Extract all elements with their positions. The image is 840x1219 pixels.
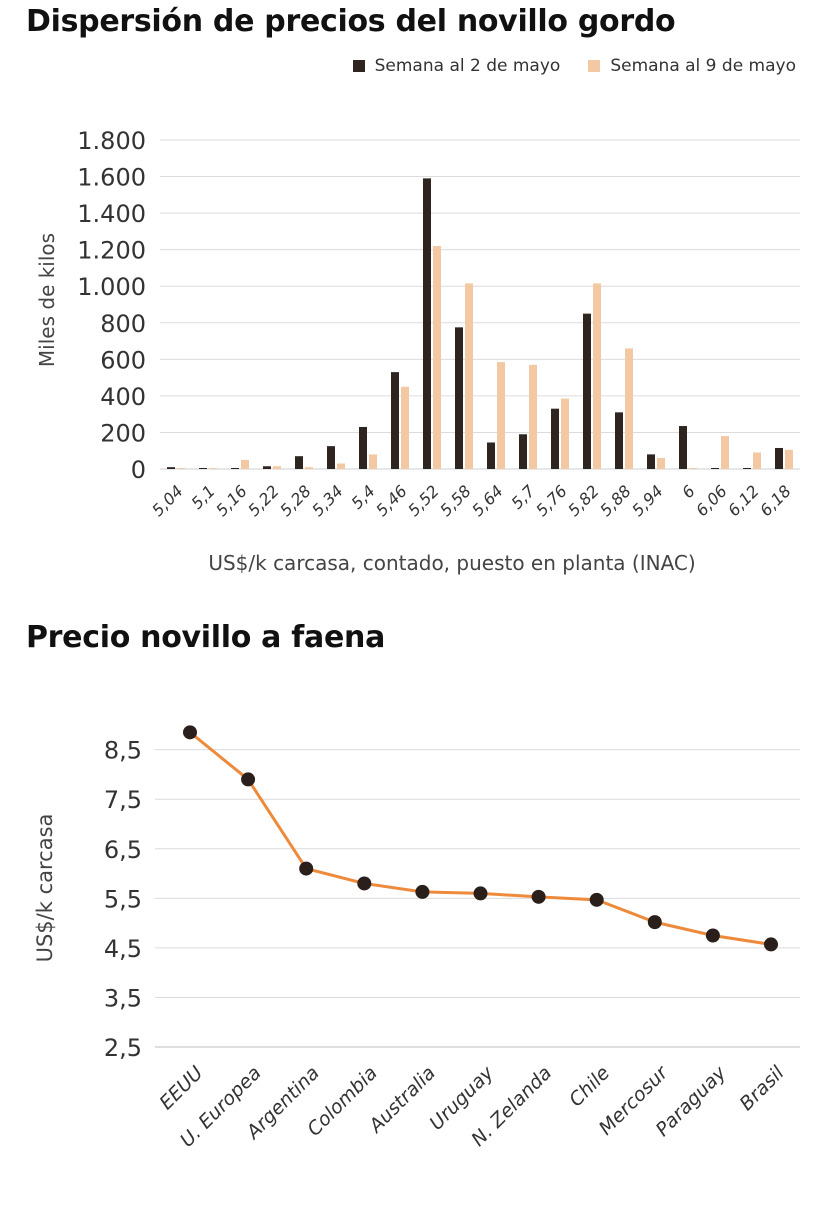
bar-chart: 02004006008001.0001.2001.4001.6001.8005,… [35,127,800,575]
bar-series1 [327,446,335,469]
bar-series2 [529,364,537,469]
y-tick-label: 1.000 [77,273,146,301]
y-axis-label: US$/k carcasa [33,814,57,963]
data-point [705,928,720,943]
x-tick-label: Brasil [736,1061,790,1115]
bar-series2 [369,454,377,469]
y-tick-label: 1.600 [77,164,146,192]
x-axis-label: US$/k carcasa, contado, puesto en planta… [208,551,695,575]
y-tick-label: 0 [131,456,146,484]
y-tick-label: 6,5 [104,836,142,864]
bar-series2 [465,283,473,469]
bar-series1 [647,454,655,469]
data-point [531,889,546,904]
y-tick-label: 600 [100,346,146,374]
x-tick-label: EEUU [155,1062,207,1114]
y-tick-label: 2,5 [104,1034,142,1062]
bar-series2 [273,466,281,469]
chart1-title: Dispersión de precios del novillo gordo [26,4,676,39]
bar-series2 [625,348,633,469]
legend-item-series1: Semana al 2 de mayo [352,56,561,76]
bar-series2 [209,468,217,469]
bar-series2 [497,362,505,469]
bar-series2 [593,283,601,469]
bar-series1 [231,468,239,469]
bar-series1 [295,456,303,469]
bar-series1 [423,178,431,469]
bar-series2 [657,458,665,469]
bar-series2 [561,398,569,469]
bar-series1 [583,313,591,469]
bar-series2 [241,459,249,469]
chart1-legend: Semana al 2 de mayo Semana al 9 de mayo [352,56,796,76]
y-tick-label: 1.800 [77,127,146,155]
y-tick-label: 7,5 [104,786,142,814]
data-point [473,886,488,901]
legend-item-series2: Semana al 9 de mayo [588,56,796,76]
bar-series2 [433,246,441,469]
data-point [183,725,197,740]
bar-series1 [167,467,175,469]
bar-series1 [455,327,463,469]
legend-label-series1: Semana al 2 de mayo [374,56,561,76]
bar-series2 [753,452,761,469]
data-point [415,884,430,899]
y-tick-label: 3,5 [104,984,142,1012]
bar-series1 [263,466,271,469]
bar-series2 [305,467,313,469]
bar-series1 [359,426,367,469]
y-tick-label: 1.200 [77,237,146,265]
series-line [189,731,772,946]
bar-series1 [743,468,751,469]
y-tick-label: 1.400 [77,200,146,228]
y-tick-label: 8,5 [104,737,142,765]
data-point [241,772,256,787]
legend-swatch-series1 [352,60,365,72]
bar-series2 [721,436,729,469]
y-tick-label: 4,5 [104,935,142,963]
bar-series2 [689,468,697,469]
bar-series1 [679,426,687,469]
bar-series1 [519,434,527,469]
data-point [357,876,372,891]
bar-series1 [551,408,559,469]
x-tick-label: Chile [565,1062,614,1111]
bar-series1 [199,468,207,469]
bar-series2 [401,386,409,469]
y-tick-label: 5,5 [104,885,142,913]
bar-series1 [775,447,783,469]
y-tick-label: 400 [100,383,146,411]
legend-swatch-series2 [588,60,601,72]
bar-series2 [337,463,345,469]
data-point [299,861,314,876]
bar-series1 [615,412,623,469]
data-point [647,915,662,930]
bar-series1 [487,442,495,469]
chart2-title: Precio novillo a faena [26,620,386,655]
bar-series1 [391,372,399,469]
bar-series1 [711,468,719,469]
y-tick-label: 800 [100,310,146,338]
y-tick-label: 200 [100,419,146,447]
data-point [764,937,778,952]
legend-label-series2: Semana al 9 de mayo [610,56,796,76]
data-point [589,892,604,907]
bar-series2 [177,468,185,469]
y-axis-label: Miles de kilos [35,233,59,367]
bar-series2 [785,449,793,469]
